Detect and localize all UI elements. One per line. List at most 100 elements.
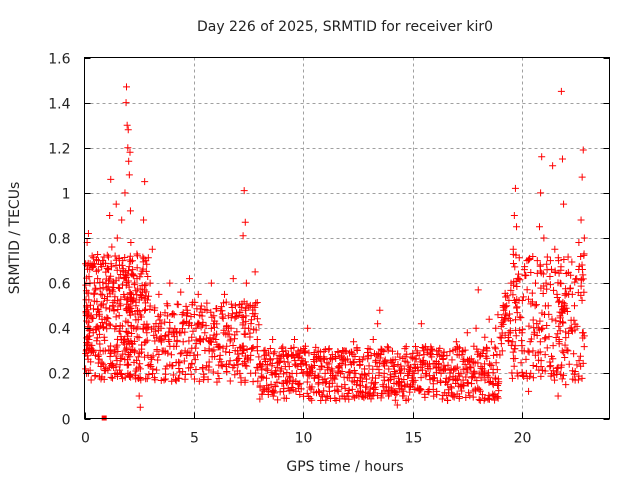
data-point: [509, 338, 517, 346]
data-point: [537, 363, 545, 371]
data-point: [104, 265, 112, 273]
data-point: [213, 330, 221, 338]
data-point: [252, 326, 260, 334]
data-point: [577, 282, 585, 290]
data-point: [246, 356, 254, 364]
data-point: [111, 293, 119, 301]
y-tick-label: 1: [62, 187, 71, 203]
data-point: [310, 349, 318, 357]
data-point: [565, 329, 573, 337]
data-point: [269, 387, 277, 395]
data-point: [288, 369, 296, 377]
data-point: [353, 346, 361, 354]
data-point: [565, 360, 573, 368]
data-point: [492, 324, 500, 332]
data-point: [127, 239, 135, 247]
data-point: [511, 355, 519, 363]
data-point: [345, 395, 353, 403]
data-point: [315, 373, 323, 381]
data-point: [527, 269, 535, 277]
data-point: [87, 376, 95, 384]
data-point: [527, 300, 535, 308]
data-point: [457, 370, 465, 378]
data-point: [376, 306, 384, 314]
data-point: [155, 351, 163, 358]
data-point: [98, 291, 106, 299]
data-point: [134, 316, 142, 324]
data-point: [91, 371, 99, 379]
data-point: [241, 378, 249, 386]
data-point: [246, 329, 254, 337]
data-point: [349, 392, 357, 400]
data-point: [555, 269, 563, 277]
data-point: [365, 352, 373, 360]
data-point: [387, 357, 395, 365]
data-point: [524, 295, 532, 303]
data-point: [240, 345, 248, 353]
data-point: [274, 396, 282, 404]
data-point: [454, 375, 462, 383]
data-point: [352, 381, 360, 389]
data-point: [170, 342, 178, 350]
data-point: [194, 351, 202, 359]
data-point: [383, 343, 391, 351]
data-point: [85, 318, 93, 326]
data-point: [145, 292, 153, 300]
data-point: [234, 311, 242, 319]
data-point: [528, 289, 536, 297]
data-point: [141, 353, 149, 361]
data-point: [458, 351, 466, 359]
data-point: [439, 355, 447, 363]
data-point: [438, 352, 446, 360]
data-point: [166, 279, 174, 287]
data-point: [529, 252, 537, 260]
data-point: [480, 367, 488, 375]
data-point: [266, 356, 274, 364]
data-point: [130, 272, 138, 280]
data-point: [545, 333, 553, 341]
data-point: [291, 336, 298, 344]
data-point: [403, 350, 411, 358]
data-point: [267, 380, 275, 388]
data-point: [429, 374, 437, 382]
data-point: [100, 361, 108, 369]
data-point: [531, 302, 539, 310]
data-point: [580, 251, 588, 259]
data-point: [533, 331, 541, 339]
data-point: [515, 254, 523, 262]
data-point: [113, 297, 121, 305]
data-point: [566, 284, 574, 292]
data-point: [86, 301, 94, 309]
data-point: [215, 342, 223, 350]
data-point: [349, 358, 357, 366]
data-point: [124, 126, 132, 134]
data-point: [446, 348, 454, 356]
data-point: [542, 334, 550, 342]
data-point: [297, 346, 305, 354]
data-point: [98, 359, 106, 367]
x-tick-label: 20: [514, 431, 532, 447]
data-point: [117, 370, 125, 378]
data-point: [186, 364, 194, 372]
data-point: [253, 363, 261, 371]
data-point: [105, 320, 113, 328]
data-point: [493, 366, 501, 374]
data-point: [475, 385, 483, 393]
data-point: [124, 267, 132, 275]
data-point: [296, 379, 304, 387]
data-point: [89, 254, 97, 262]
data-point: [481, 376, 489, 384]
data-point: [579, 275, 587, 283]
data-point: [82, 365, 90, 373]
data-point: [103, 325, 111, 333]
data-point: [370, 389, 378, 397]
data-point: [537, 189, 545, 197]
data-point: [251, 303, 259, 311]
data-point: [90, 260, 98, 268]
data-point: [105, 253, 113, 261]
data-point: [282, 347, 290, 355]
data-point: [469, 358, 477, 366]
data-point: [536, 223, 543, 231]
data-point: [84, 229, 92, 237]
data-point: [99, 278, 107, 286]
